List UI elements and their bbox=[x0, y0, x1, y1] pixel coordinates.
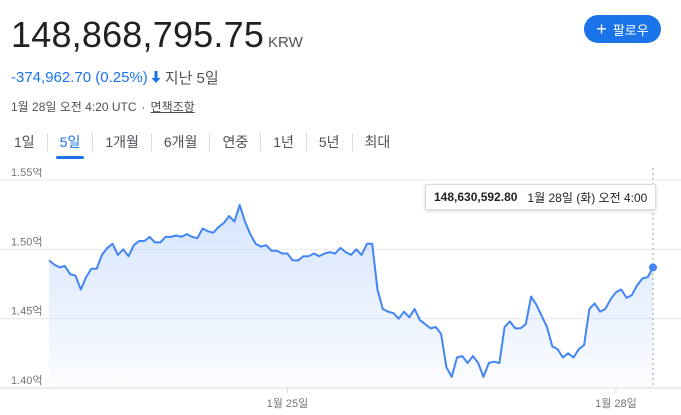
x-tick-label: 1월 28일 bbox=[595, 396, 637, 410]
tab-divider bbox=[209, 133, 211, 151]
tab-divider bbox=[92, 133, 94, 151]
y-tick-label: 1.45억 bbox=[11, 305, 43, 318]
tab-max[interactable]: 최대 bbox=[364, 134, 391, 150]
separator: · bbox=[141, 99, 146, 114]
tab-ytd[interactable]: 연중 bbox=[222, 134, 249, 150]
tab-divider bbox=[305, 133, 307, 151]
price-header: 148,868,795.75 KRW bbox=[11, 14, 303, 56]
follow-button[interactable]: + 팔로우 bbox=[584, 15, 661, 43]
currency-code: KRW bbox=[268, 34, 303, 51]
timestamp: 1월 28일 오전 4:20 UTC bbox=[11, 100, 137, 114]
tab-divider bbox=[46, 133, 48, 151]
tab-6m[interactable]: 6개월 bbox=[163, 134, 198, 150]
hover-point bbox=[649, 263, 657, 272]
tooltip-value: 148,630,592.80 bbox=[434, 190, 518, 204]
plus-icon: + bbox=[596, 19, 607, 39]
price-line bbox=[48, 204, 654, 378]
price-chart[interactable]: 1.55억 1.50억 1.45억 1.40억 1월 25일 1월 28일 bbox=[0, 166, 681, 415]
chart-tooltip: 148,630,592.80 1월 28일 (화) 오전 4:00 bbox=[425, 184, 657, 210]
change-period: 지난 5일 bbox=[164, 70, 219, 87]
price-area bbox=[49, 205, 653, 388]
tab-5d[interactable]: 5일 bbox=[48, 128, 93, 159]
y-tick-label: 1.50억 bbox=[11, 235, 43, 248]
tab-divider bbox=[351, 133, 353, 151]
range-tabs: 1일 5일 1개월 6개월 연중 1년 5년 최대 bbox=[0, 128, 402, 159]
y-tick-label: 1.40억 bbox=[11, 374, 43, 387]
tooltip-date: 1월 28일 (화) 오전 4:00 bbox=[527, 190, 648, 205]
tab-5y[interactable]: 5년 bbox=[318, 134, 340, 150]
arrow-down-icon bbox=[151, 70, 161, 86]
quote-meta: 1월 28일 오전 4:20 UTC · 면책조항 bbox=[11, 98, 195, 115]
tab-1y[interactable]: 1년 bbox=[273, 134, 294, 150]
price-change: -374,962.70 (0.25%) 지난 5일 bbox=[11, 67, 219, 88]
disclaimer-link[interactable]: 면책조항 bbox=[150, 100, 195, 114]
tab-1d[interactable]: 1일 bbox=[14, 134, 35, 150]
y-tick-label: 1.55억 bbox=[11, 168, 43, 179]
change-value: -374,962.70 (0.25%) bbox=[11, 69, 148, 86]
follow-button-label: 팔로우 bbox=[612, 22, 649, 38]
x-tick-label: 1월 25일 bbox=[267, 396, 309, 410]
tab-divider bbox=[150, 133, 152, 151]
current-price: 148,868,795.75 bbox=[11, 14, 265, 55]
tab-1m[interactable]: 1개월 bbox=[105, 134, 139, 150]
tab-divider bbox=[260, 133, 262, 151]
price-chart-svg[interactable]: 1.55억 1.50억 1.45억 1.40억 1월 25일 1월 28일 bbox=[0, 166, 681, 415]
